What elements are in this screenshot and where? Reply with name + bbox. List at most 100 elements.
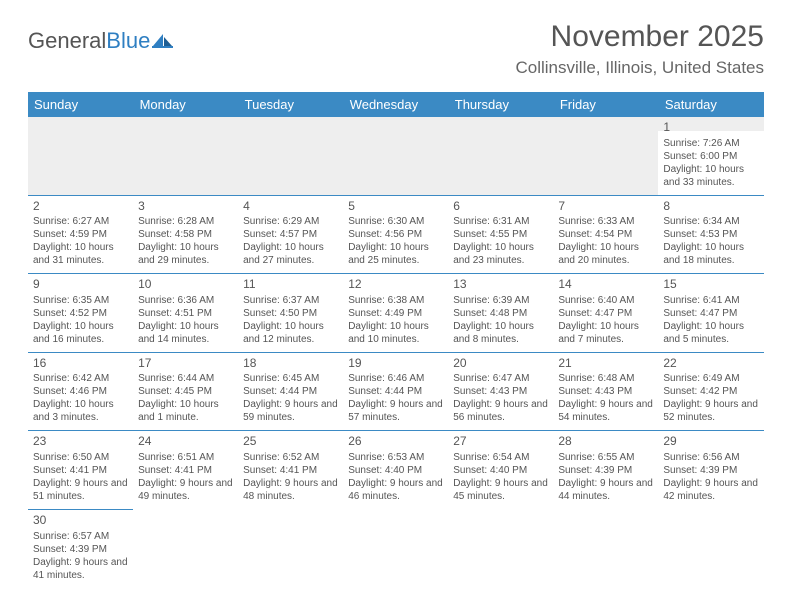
day-info: Sunrise: 6:48 AMSunset: 4:43 PMDaylight:… (558, 372, 653, 424)
day-number: 1 (663, 120, 758, 136)
calendar-day: 24Sunrise: 6:51 AMSunset: 4:41 PMDayligh… (133, 431, 238, 510)
sunrise-text: Sunrise: 6:34 AM (663, 215, 758, 228)
calendar-day: 30Sunrise: 6:57 AMSunset: 4:39 PMDayligh… (28, 509, 133, 587)
day-number: 27 (453, 434, 548, 450)
day-header: Thursday (448, 92, 553, 117)
logo-text-2: Blue (106, 28, 150, 54)
page-subtitle: Collinsville, Illinois, United States (516, 58, 765, 78)
day-number: 17 (138, 356, 233, 372)
calendar-day: 12Sunrise: 6:38 AMSunset: 4:49 PMDayligh… (343, 274, 448, 353)
daylight-text: Daylight: 9 hours and 44 minutes. (558, 477, 653, 503)
day-number: 24 (138, 434, 233, 450)
sunset-text: Sunset: 4:48 PM (453, 307, 548, 320)
day-info: Sunrise: 6:30 AMSunset: 4:56 PMDaylight:… (348, 215, 443, 267)
daylight-text: Daylight: 9 hours and 54 minutes. (558, 398, 653, 424)
daylight-text: Daylight: 10 hours and 16 minutes. (33, 320, 128, 346)
day-number: 16 (33, 356, 128, 372)
day-info: Sunrise: 6:49 AMSunset: 4:42 PMDaylight:… (663, 372, 758, 424)
day-number: 2 (33, 199, 128, 215)
daylight-text: Daylight: 9 hours and 52 minutes. (663, 398, 758, 424)
sunrise-text: Sunrise: 6:48 AM (558, 372, 653, 385)
daylight-text: Daylight: 10 hours and 1 minute. (138, 398, 233, 424)
sunset-text: Sunset: 4:43 PM (453, 385, 548, 398)
daylight-text: Daylight: 10 hours and 18 minutes. (663, 241, 758, 267)
sunrise-text: Sunrise: 6:29 AM (243, 215, 338, 228)
calendar-day: 19Sunrise: 6:46 AMSunset: 4:44 PMDayligh… (343, 352, 448, 431)
day-info: Sunrise: 6:37 AMSunset: 4:50 PMDaylight:… (243, 294, 338, 346)
day-info: Sunrise: 6:36 AMSunset: 4:51 PMDaylight:… (138, 294, 233, 346)
calendar-day: 17Sunrise: 6:44 AMSunset: 4:45 PMDayligh… (133, 352, 238, 431)
sunrise-text: Sunrise: 6:55 AM (558, 451, 653, 464)
calendar-day: 8Sunrise: 6:34 AMSunset: 4:53 PMDaylight… (658, 195, 763, 274)
day-info: Sunrise: 6:47 AMSunset: 4:43 PMDaylight:… (453, 372, 548, 424)
daylight-text: Daylight: 10 hours and 20 minutes. (558, 241, 653, 267)
daylight-text: Daylight: 9 hours and 41 minutes. (33, 556, 128, 582)
sunset-text: Sunset: 4:39 PM (663, 464, 758, 477)
daylight-text: Daylight: 10 hours and 23 minutes. (453, 241, 548, 267)
calendar-day: 14Sunrise: 6:40 AMSunset: 4:47 PMDayligh… (553, 274, 658, 353)
day-number: 13 (453, 277, 548, 293)
sunrise-text: Sunrise: 6:49 AM (663, 372, 758, 385)
sunrise-text: Sunrise: 6:56 AM (663, 451, 758, 464)
blank-cell (553, 117, 658, 195)
calendar-week: 30Sunrise: 6:57 AMSunset: 4:39 PMDayligh… (28, 509, 764, 587)
blank-cell (28, 117, 133, 195)
blank-cell (133, 509, 238, 587)
sunrise-text: Sunrise: 6:41 AM (663, 294, 758, 307)
day-number: 20 (453, 356, 548, 372)
daylight-text: Daylight: 9 hours and 57 minutes. (348, 398, 443, 424)
day-info: Sunrise: 6:38 AMSunset: 4:49 PMDaylight:… (348, 294, 443, 346)
calendar-day: 26Sunrise: 6:53 AMSunset: 4:40 PMDayligh… (343, 431, 448, 510)
sunset-text: Sunset: 4:55 PM (453, 228, 548, 241)
day-header: Tuesday (238, 92, 343, 117)
header-row: GeneralBlue November 2025 Collinsville, … (28, 20, 764, 78)
sunrise-text: Sunrise: 6:39 AM (453, 294, 548, 307)
daylight-text: Daylight: 10 hours and 8 minutes. (453, 320, 548, 346)
calendar-day: 27Sunrise: 6:54 AMSunset: 4:40 PMDayligh… (448, 431, 553, 510)
daylight-text: Daylight: 10 hours and 29 minutes. (138, 241, 233, 267)
calendar-day: 7Sunrise: 6:33 AMSunset: 4:54 PMDaylight… (553, 195, 658, 274)
daylight-text: Daylight: 10 hours and 14 minutes. (138, 320, 233, 346)
day-number: 5 (348, 199, 443, 215)
calendar-day: 13Sunrise: 6:39 AMSunset: 4:48 PMDayligh… (448, 274, 553, 353)
blank-cell (658, 509, 763, 587)
calendar-week: 2Sunrise: 6:27 AMSunset: 4:59 PMDaylight… (28, 195, 764, 274)
sunset-text: Sunset: 4:50 PM (243, 307, 338, 320)
day-header: Saturday (658, 92, 763, 117)
day-number: 7 (558, 199, 653, 215)
day-number: 9 (33, 277, 128, 293)
day-number: 3 (138, 199, 233, 215)
calendar-day: 9Sunrise: 6:35 AMSunset: 4:52 PMDaylight… (28, 274, 133, 353)
blank-cell (238, 117, 343, 195)
daylight-text: Daylight: 9 hours and 56 minutes. (453, 398, 548, 424)
calendar-day: 4Sunrise: 6:29 AMSunset: 4:57 PMDaylight… (238, 195, 343, 274)
sunset-text: Sunset: 4:51 PM (138, 307, 233, 320)
sunset-text: Sunset: 4:56 PM (348, 228, 443, 241)
title-block: November 2025 Collinsville, Illinois, Un… (516, 20, 765, 78)
sunrise-text: Sunrise: 6:28 AM (138, 215, 233, 228)
calendar-page: GeneralBlue November 2025 Collinsville, … (0, 0, 792, 588)
day-info: Sunrise: 6:45 AMSunset: 4:44 PMDaylight:… (243, 372, 338, 424)
calendar-day: 6Sunrise: 6:31 AMSunset: 4:55 PMDaylight… (448, 195, 553, 274)
sunrise-text: Sunrise: 6:50 AM (33, 451, 128, 464)
day-info: Sunrise: 6:44 AMSunset: 4:45 PMDaylight:… (138, 372, 233, 424)
sunset-text: Sunset: 4:39 PM (558, 464, 653, 477)
day-info: Sunrise: 6:35 AMSunset: 4:52 PMDaylight:… (33, 294, 128, 346)
blank-cell (343, 117, 448, 195)
sunset-text: Sunset: 4:39 PM (33, 543, 128, 556)
daylight-text: Daylight: 9 hours and 48 minutes. (243, 477, 338, 503)
sunrise-text: Sunrise: 6:38 AM (348, 294, 443, 307)
sunset-text: Sunset: 4:59 PM (33, 228, 128, 241)
calendar-day: 20Sunrise: 6:47 AMSunset: 4:43 PMDayligh… (448, 352, 553, 431)
day-header: Friday (553, 92, 658, 117)
sunrise-text: Sunrise: 6:54 AM (453, 451, 548, 464)
sunrise-text: Sunrise: 6:37 AM (243, 294, 338, 307)
sunset-text: Sunset: 4:44 PM (243, 385, 338, 398)
daylight-text: Daylight: 10 hours and 31 minutes. (33, 241, 128, 267)
day-number: 14 (558, 277, 653, 293)
calendar-day: 21Sunrise: 6:48 AMSunset: 4:43 PMDayligh… (553, 352, 658, 431)
blank-cell (448, 509, 553, 587)
day-number: 19 (348, 356, 443, 372)
day-number: 21 (558, 356, 653, 372)
day-number: 29 (663, 434, 758, 450)
